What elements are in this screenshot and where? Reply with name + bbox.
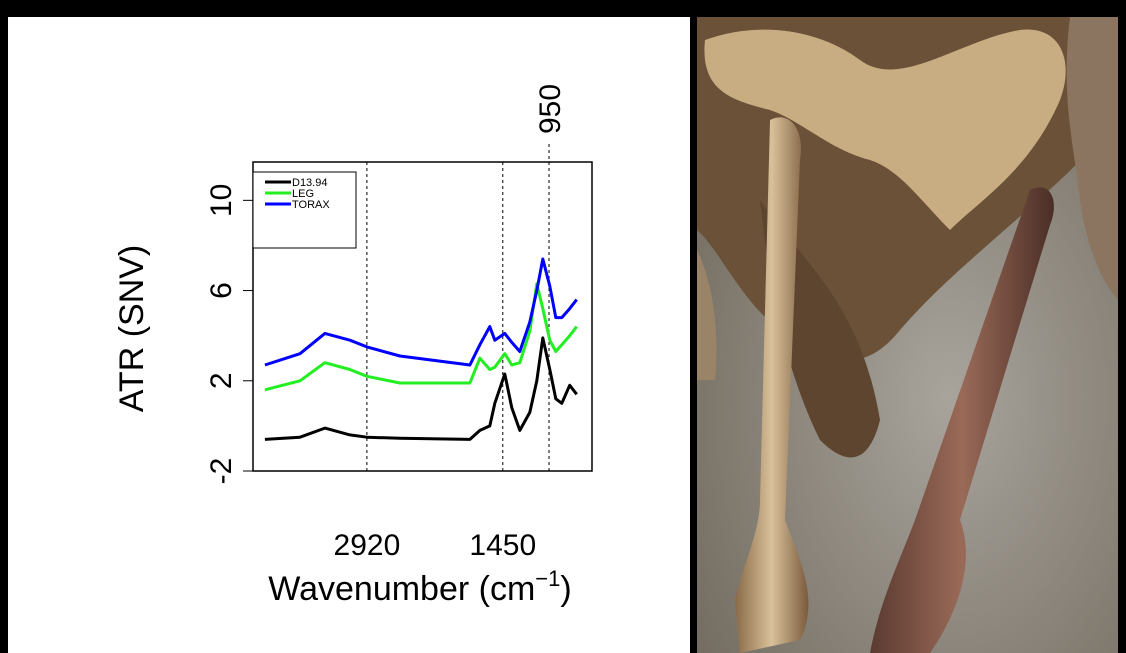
y-axis-title: ATR (SNV) xyxy=(113,245,151,412)
y-tick-label: 10 xyxy=(205,184,238,217)
x-axis-title-sup: −1 xyxy=(535,566,560,591)
y-tick-label: 2 xyxy=(205,372,238,389)
x-axis-title-close: ) xyxy=(560,570,571,608)
x-tick-label: 950 xyxy=(534,84,567,134)
y-tick-label: 6 xyxy=(205,282,238,299)
photo xyxy=(697,17,1118,653)
x-axis-title: Wavenumber (cm−1) xyxy=(268,566,571,608)
figure: -2261029201450950D13.94LEGTORAXATR (SNV)… xyxy=(0,0,1126,653)
page: {"chart_data": { "type": "line", "ylabel… xyxy=(0,0,1126,653)
x-axis-title-text: Wavenumber (cm xyxy=(268,570,535,608)
x-tick-label: 1450 xyxy=(469,529,536,562)
x-tick-label: 2920 xyxy=(334,529,401,562)
legend-label: TORAX xyxy=(292,199,330,211)
y-tick-label: -2 xyxy=(205,458,238,485)
